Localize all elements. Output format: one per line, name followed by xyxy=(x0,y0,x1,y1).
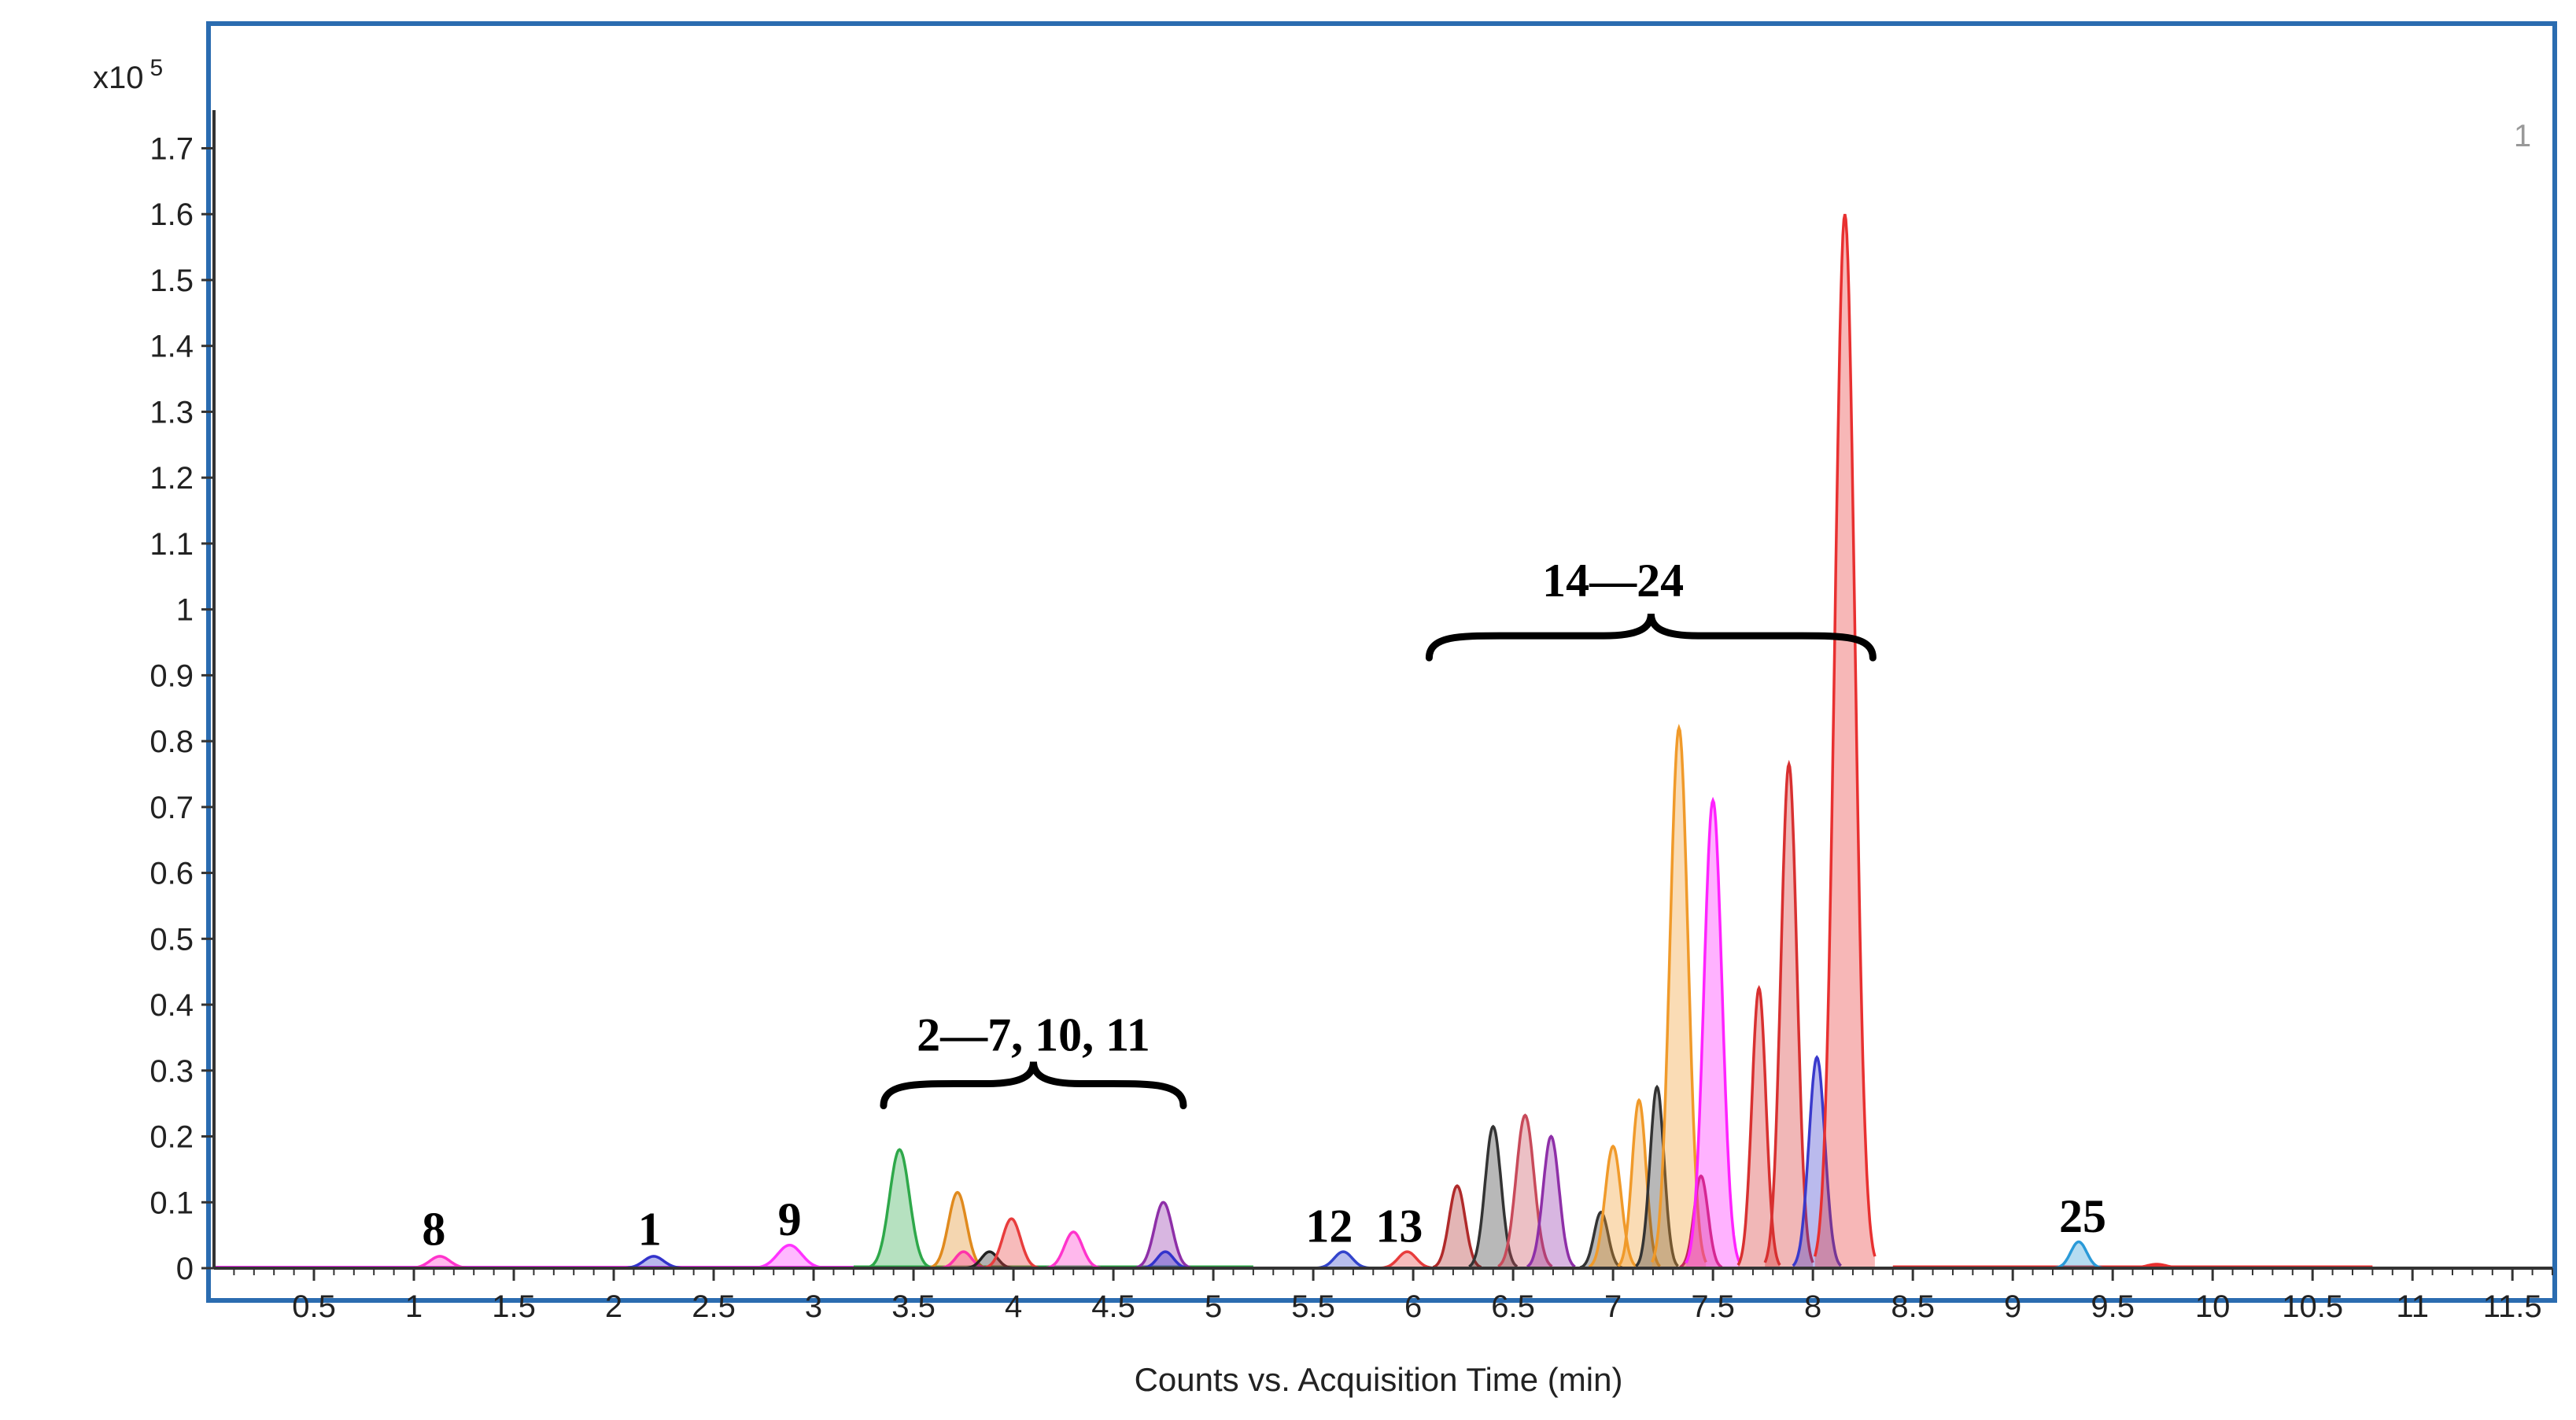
y-tick-label: 0.9 xyxy=(149,658,194,693)
peak-annotation: 9 xyxy=(778,1193,802,1245)
peak-annotation: 2—7, 10, 11 xyxy=(917,1009,1150,1061)
peak-line-18 xyxy=(1579,1210,1623,1269)
peak-line-15 xyxy=(1468,1124,1519,1268)
peak-line-27 xyxy=(1792,1054,1842,1267)
y-tick-label: 0.2 xyxy=(149,1120,194,1155)
peak-line-20 xyxy=(1617,1097,1661,1267)
x-tick-label: 1.5 xyxy=(492,1289,536,1324)
peak-annotation: 25 xyxy=(2059,1190,2106,1242)
axes-layer: 0 0.1 0.2 0.3 0.4 0.5 0.6 0.7 0.8 0.9 1 1.1 1.2 1.3 1.… xyxy=(149,110,2553,1324)
group-brace-1 xyxy=(880,1061,1187,1110)
x-tick-label: 3.5 xyxy=(891,1289,936,1324)
x-tick-label: 4.5 xyxy=(1091,1289,1135,1324)
x-tick-label: 7 xyxy=(1604,1289,1622,1324)
x-tick-label: 6 xyxy=(1404,1289,1422,1324)
y-tick-label: 0.8 xyxy=(149,725,194,759)
group-brace-2 xyxy=(1425,613,1877,662)
y-tick-label: 1.7 xyxy=(149,131,194,166)
peak-line-25 xyxy=(1736,985,1781,1266)
corner-label: 1 xyxy=(2514,119,2531,153)
y-tick-label: 1.2 xyxy=(149,461,194,496)
peak-fill-5 xyxy=(930,1192,985,1268)
y-tick-label: 0.6 xyxy=(149,857,194,891)
peak-line-6 xyxy=(939,1250,988,1270)
y-tick-label: 0.7 xyxy=(149,791,194,825)
x-tick-label: 6.5 xyxy=(1491,1289,1535,1324)
peak-fill-24 xyxy=(1685,800,1740,1268)
y-tick-label: 0 xyxy=(176,1252,194,1286)
peaks-layer xyxy=(214,213,2373,1270)
peak-line-4 xyxy=(869,1148,931,1268)
x-tick-label: 7.5 xyxy=(1691,1289,1735,1324)
peak-line-12 xyxy=(1316,1250,1371,1270)
x-tick-label: 10.5 xyxy=(2282,1289,2343,1324)
peak-line-13 xyxy=(1380,1250,1434,1270)
x-tick-label: 8 xyxy=(1804,1289,1821,1324)
x-tick-label: 8.5 xyxy=(1891,1289,1935,1324)
x-tick-label: 0.5 xyxy=(292,1289,336,1324)
peak-line-9 xyxy=(1046,1230,1101,1270)
x-tick-label: 5 xyxy=(1205,1289,1222,1324)
peak-annotation: 14—24 xyxy=(1542,555,1684,607)
y-tick-label: 1.1 xyxy=(149,527,194,562)
peak-line-17 xyxy=(1526,1134,1576,1268)
y-tick-label: 0.4 xyxy=(149,988,194,1023)
y-tick-label: 0.3 xyxy=(149,1054,194,1089)
x-tick-label: 11 xyxy=(2396,1289,2429,1324)
x-tick-label: 2 xyxy=(605,1289,622,1324)
x-axis-title: Counts vs. Acquisition Time (min) xyxy=(1135,1361,1623,1398)
peak-line-14 xyxy=(1432,1184,1482,1269)
peak-fill-10 xyxy=(1136,1202,1190,1268)
peak-line-21 xyxy=(1635,1084,1679,1267)
peak-line-23 xyxy=(1679,1174,1723,1269)
y-tick-label: 1.3 xyxy=(149,395,194,430)
peak-annotation: 1 xyxy=(638,1204,662,1256)
x-tick-label: 11.5 xyxy=(2483,1289,2542,1324)
x-tick-label: 5.5 xyxy=(1291,1289,1335,1324)
peak-line-24 xyxy=(1685,796,1741,1264)
x-tick-label: 4 xyxy=(1005,1289,1022,1324)
peak-line-29 xyxy=(2054,1240,2103,1270)
annotation-layer: 8 1 9 2—7, 10, 11 12 13 14—24 25 xyxy=(422,555,2106,1256)
y-tick-label: 1.6 xyxy=(149,197,194,232)
peak-annotation: 8 xyxy=(422,1204,445,1256)
peak-line-3 xyxy=(753,1243,826,1270)
peak-annotation: 12 xyxy=(1305,1201,1353,1252)
peak-fill-28 xyxy=(1814,214,1875,1269)
y-tick-label: 0.1 xyxy=(149,1186,194,1220)
y-multiplier-label: x10 5 xyxy=(93,55,163,95)
x-tick-label: 10 xyxy=(2195,1289,2231,1324)
chart-frame xyxy=(206,21,2557,1303)
x-tick-label: 1 xyxy=(405,1289,423,1324)
peak-line-8 xyxy=(984,1217,1039,1270)
peak-line-16 xyxy=(1497,1113,1553,1268)
y-tick-label: 1.4 xyxy=(149,330,194,364)
peak-line-7 xyxy=(965,1250,1014,1270)
peak-line-11 xyxy=(1141,1250,1190,1270)
peak-fill-4 xyxy=(869,1149,930,1268)
y-tick-label: 1 xyxy=(176,593,194,628)
peak-line-28 xyxy=(1813,213,1877,1257)
peak-fill-22 xyxy=(1652,728,1707,1268)
peak-annotation: 13 xyxy=(1375,1201,1423,1252)
peak-line-19 xyxy=(1588,1144,1638,1268)
x-tick-label: 2.5 xyxy=(692,1289,736,1324)
peak-line-5 xyxy=(930,1190,985,1269)
x-tick-label: 3 xyxy=(805,1289,822,1324)
x-tick-label: 9.5 xyxy=(2091,1289,2135,1324)
y-tick-label: 0.5 xyxy=(149,922,194,957)
y-tick-label: 1.5 xyxy=(149,264,194,298)
x-tick-label: 9 xyxy=(2004,1289,2021,1324)
peak-line-10 xyxy=(1135,1201,1191,1269)
